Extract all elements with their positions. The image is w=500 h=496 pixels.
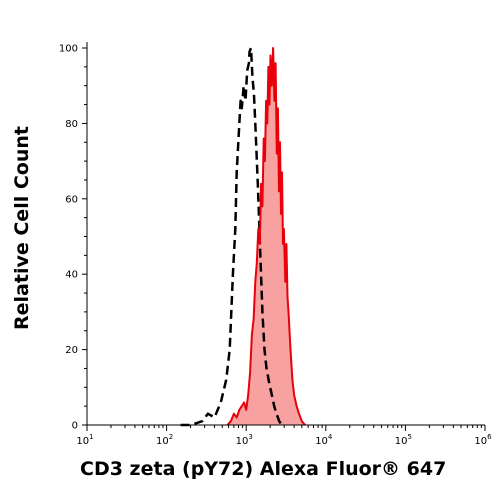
series-1-line <box>226 47 306 426</box>
x-tick-label: 102 <box>156 433 173 447</box>
y-tick-label: 40 <box>65 270 78 281</box>
y-tick-label: 20 <box>65 345 78 356</box>
y-tick-label: 60 <box>65 194 78 205</box>
axes: 0 20 40 60 80 100 101 102 103 104 105 106 <box>59 42 492 447</box>
histogram-lines <box>180 46 306 427</box>
x-axis-title: CD3 zeta (pY72) Alexa Fluor® 647 <box>80 458 447 480</box>
histogram-fills <box>227 48 306 425</box>
y-axis-title: Relative Cell Count <box>11 126 33 330</box>
x-tick-label: 105 <box>395 433 412 447</box>
x-tick-label: 106 <box>474 433 492 447</box>
x-tick-label: 104 <box>315 433 333 447</box>
y-tick-label: 0 <box>72 421 78 432</box>
series-0-line <box>180 46 283 427</box>
series-1-fill <box>227 48 306 425</box>
y-tick-label: 100 <box>59 44 78 55</box>
x-tick-label: 101 <box>76 433 93 447</box>
x-tick-label: 103 <box>236 433 253 447</box>
y-tick-label: 80 <box>65 119 78 130</box>
